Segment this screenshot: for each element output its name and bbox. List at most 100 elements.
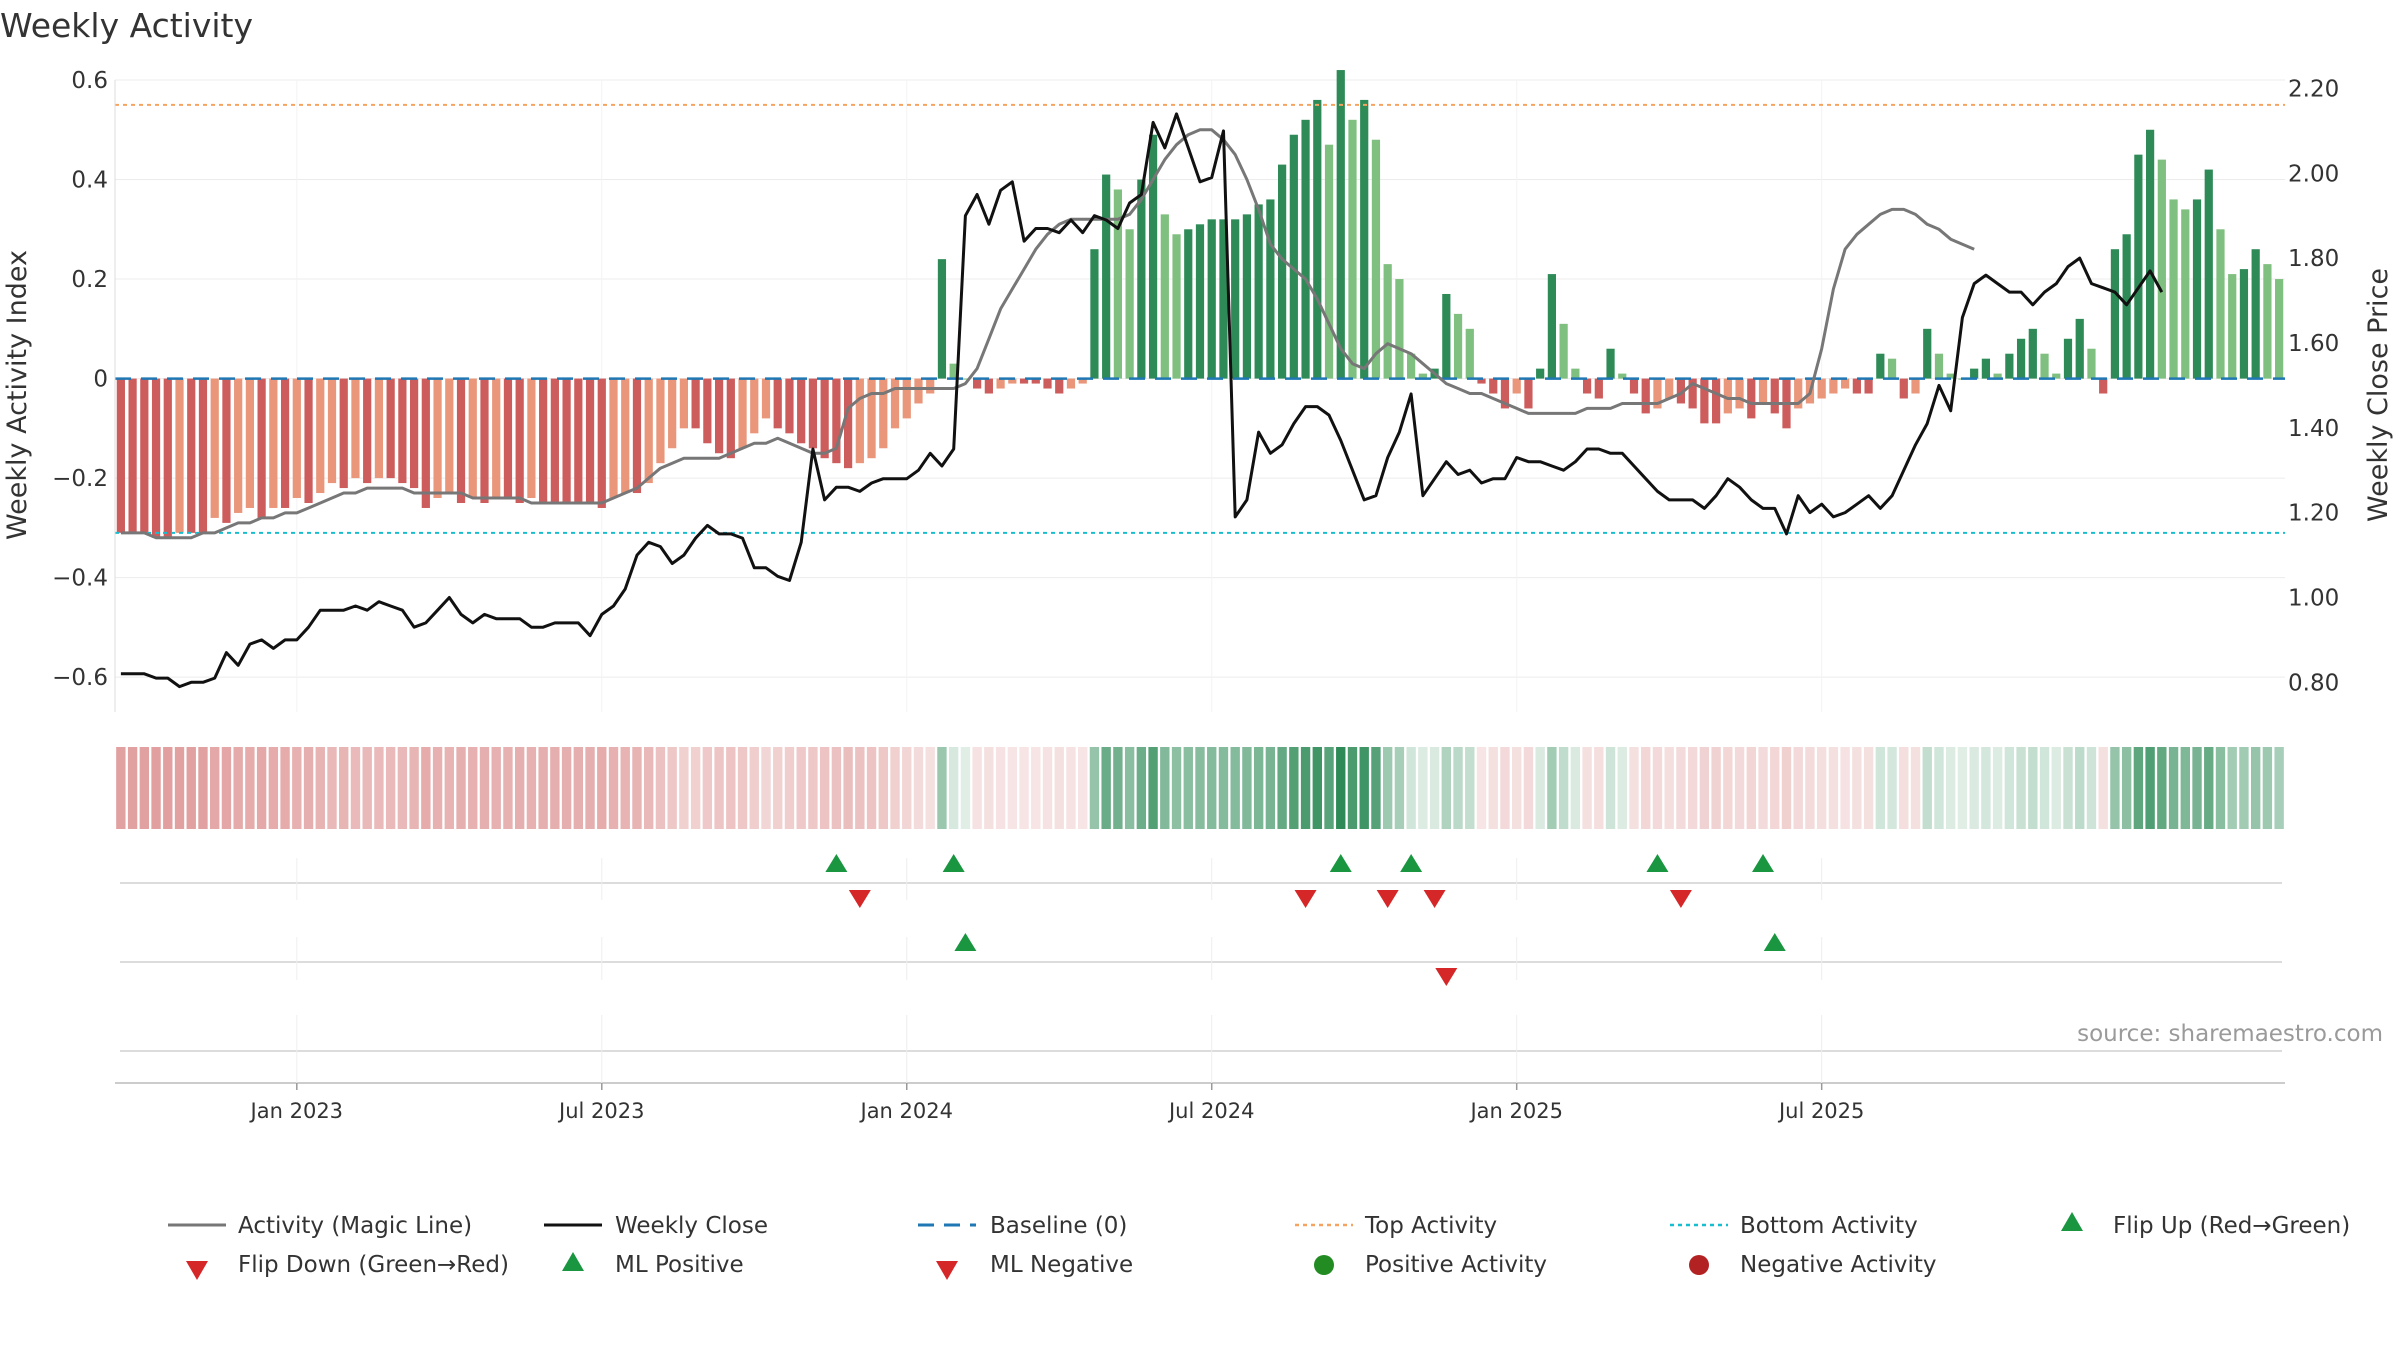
activity-bar <box>163 378 172 538</box>
activity-bar <box>410 378 419 489</box>
activity-bar <box>1911 378 1920 394</box>
activity-bar <box>1465 328 1474 379</box>
activity-bar <box>1524 378 1533 409</box>
heat-cell <box>2051 747 2061 829</box>
heat-cell <box>773 747 783 829</box>
activity-bar <box>2239 269 2249 379</box>
heat-cell <box>995 747 1006 829</box>
heat-cell <box>1476 747 1487 829</box>
heat-cell <box>2016 747 2026 829</box>
heat-cell <box>514 747 525 829</box>
heat-cell <box>1312 747 1322 829</box>
heat-cell <box>421 747 431 829</box>
left-tick-label: 0 <box>93 367 108 393</box>
activity-bar <box>2181 209 2190 379</box>
heat-cell <box>972 747 982 829</box>
heat-cell <box>221 747 232 829</box>
heat-cell <box>714 747 724 829</box>
heat-cell <box>1946 747 1956 829</box>
activity-bar <box>2263 264 2272 379</box>
activity-bar <box>726 378 735 459</box>
heat-cell <box>151 747 161 829</box>
heat-cell <box>1336 747 1346 829</box>
activity-bar <box>832 378 841 464</box>
heat-cell <box>1863 747 1874 829</box>
heat-cell <box>174 747 185 829</box>
activity-bar <box>1876 353 1885 379</box>
heat-cell <box>2157 747 2167 829</box>
activity-bar <box>1665 378 1674 399</box>
weekly-close-line <box>120 112 2164 689</box>
activity-bar <box>750 378 759 434</box>
activity-bar <box>2192 199 2202 379</box>
flip-up-marker <box>942 854 965 872</box>
activity-heat-strip <box>116 747 2284 829</box>
flip-up-marker <box>1646 854 1669 872</box>
heat-cell <box>538 747 548 829</box>
right-tick-label: 2.00 <box>2288 161 2339 187</box>
legend-item-top-activity: Top Activity <box>1295 1213 1497 1239</box>
activity-bar <box>1571 368 1580 379</box>
heat-cell <box>374 747 384 829</box>
activity-bar <box>1184 229 1193 379</box>
activity-bar <box>1841 378 1850 389</box>
heat-cell <box>1828 747 1839 829</box>
activity-bar <box>234 378 243 513</box>
heat-cell <box>1230 747 1240 829</box>
flip-down-marker <box>848 890 871 908</box>
heat-cell <box>620 747 630 829</box>
right-tick-label: 1.00 <box>2288 585 2339 611</box>
activity-bar <box>679 378 688 429</box>
activity-bar <box>1758 378 1768 404</box>
heat-cell <box>1875 747 1886 829</box>
heat-cell <box>292 747 302 829</box>
activity-bar <box>1008 378 1017 384</box>
heat-cell <box>315 747 325 829</box>
activity-bar <box>210 378 219 518</box>
activity-bar <box>1383 264 1392 379</box>
legend-item-ml-positive: ML Positive <box>562 1252 744 1278</box>
heat-cell <box>2028 747 2038 829</box>
legend-item-activity-magic-line: Activity (Magic Line) <box>168 1213 472 1239</box>
legend-label-baseline: Baseline (0) <box>990 1213 1127 1239</box>
heat-cell <box>1723 747 1733 829</box>
x-tick-label: Jul 2023 <box>557 1099 644 1123</box>
activity-bar <box>914 378 923 404</box>
flip-down-marker <box>1669 890 1692 908</box>
activity-bar <box>2040 353 2049 379</box>
activity-bar <box>1477 378 1486 384</box>
heat-cell <box>1734 747 1745 829</box>
activity-bar <box>785 378 794 434</box>
heat-cell <box>585 747 595 829</box>
x-tick-label: Jul 2024 <box>1167 1099 1254 1123</box>
activity-bar <box>1289 134 1298 379</box>
activity-bar <box>1055 378 1064 394</box>
heat-cell <box>1711 747 1721 829</box>
left-tick-label: 0.6 <box>71 68 108 94</box>
heat-cell <box>1969 747 1979 829</box>
chart-title: Weekly Activity <box>0 6 253 45</box>
heat-cell <box>1289 747 1299 829</box>
heat-cell <box>526 747 537 829</box>
activity-bar <box>1078 378 1087 384</box>
activity-bar <box>1418 373 1427 379</box>
activity-bar <box>1371 139 1381 379</box>
activity-bar <box>1242 214 1252 379</box>
legend-label-ml-positive: ML Positive <box>615 1252 744 1278</box>
right-tick-label: 0.80 <box>2288 670 2339 696</box>
heat-cell <box>1265 747 1276 829</box>
activity-bar <box>515 378 524 503</box>
activity-bar <box>926 378 935 394</box>
activity-bar <box>2146 129 2155 379</box>
heat-cell <box>1758 747 1768 829</box>
flip-down-marker <box>1376 890 1399 908</box>
activity-bar <box>1395 279 1404 379</box>
left-axis: 0.6 0.4 0.2 0 −0.2 −0.4 −0.6 <box>52 68 116 712</box>
legend-item-positive-activity: Positive Activity <box>1314 1252 1547 1278</box>
activity-bar <box>1043 378 1052 389</box>
heat-cell <box>796 747 806 829</box>
heat-cell <box>444 747 454 829</box>
heat-cell <box>1031 747 1041 829</box>
heat-cell <box>761 747 771 829</box>
activity-bar <box>2099 378 2108 394</box>
